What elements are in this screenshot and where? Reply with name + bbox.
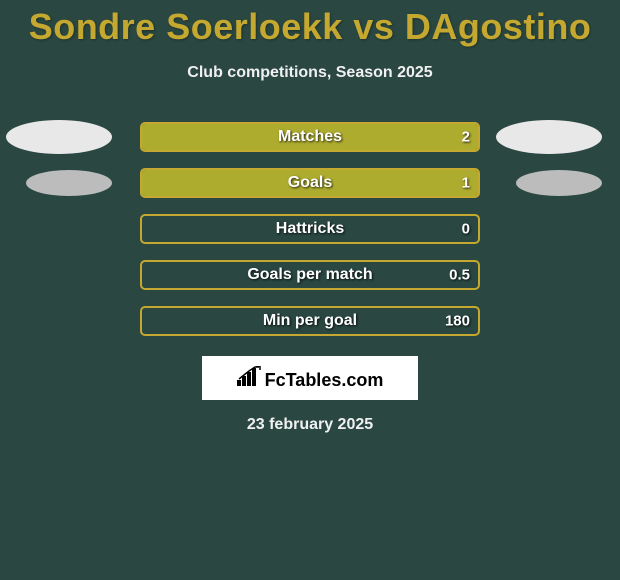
stat-rows: Matches 2 Goals 1 Hattricks 0 [0, 122, 620, 336]
stat-value: 1 [462, 175, 470, 192]
stat-bar: Matches 2 [140, 122, 480, 152]
stat-row-matches: Matches 2 [0, 122, 620, 152]
stat-value: 0 [462, 221, 470, 238]
stat-value: 180 [445, 313, 470, 330]
stat-bar: Goals 1 [140, 168, 480, 198]
brand-text: FcTables.com [265, 370, 384, 391]
left-marker-icon [26, 170, 112, 196]
stat-row-min-per-goal: Min per goal 180 [0, 306, 620, 336]
brand-logo: FcTables.com [237, 366, 384, 391]
stat-label: Goals per match [247, 266, 372, 284]
stat-row-hattricks: Hattricks 0 [0, 214, 620, 244]
stat-bar: Goals per match 0.5 [140, 260, 480, 290]
stat-bar: Hattricks 0 [140, 214, 480, 244]
bars-icon [237, 366, 261, 391]
stat-label: Hattricks [276, 220, 344, 238]
date-label: 23 february 2025 [0, 416, 620, 434]
page-subtitle: Club competitions, Season 2025 [0, 64, 620, 82]
stat-value: 0.5 [449, 267, 470, 284]
stats-card: Sondre Soerloekk vs DAgostino Club compe… [0, 0, 620, 580]
stat-label: Goals [288, 174, 332, 192]
stat-value: 2 [462, 129, 470, 146]
stat-row-goals: Goals 1 [0, 168, 620, 198]
brand-badge: FcTables.com [202, 356, 418, 400]
stat-row-goals-per-match: Goals per match 0.5 [0, 260, 620, 290]
stat-label: Min per goal [263, 312, 357, 330]
right-marker-icon [496, 120, 602, 154]
right-marker-icon [516, 170, 602, 196]
page-title: Sondre Soerloekk vs DAgostino [0, 0, 620, 48]
left-marker-icon [6, 120, 112, 154]
stat-label: Matches [278, 128, 342, 146]
stat-bar: Min per goal 180 [140, 306, 480, 336]
